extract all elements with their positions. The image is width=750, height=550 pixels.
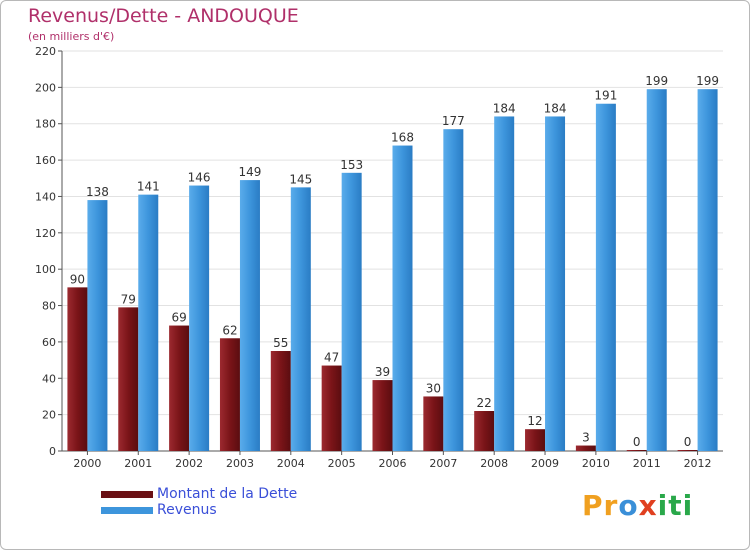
x-tick-label: 2007: [429, 457, 457, 470]
x-tick-label: 2006: [379, 457, 407, 470]
bar-dette: [525, 429, 546, 451]
x-tick-label: 2000: [73, 457, 101, 470]
bar-revenus: [595, 103, 616, 452]
logo-letter: t: [668, 489, 683, 522]
data-label-dette: 62: [222, 323, 237, 337]
y-tick-label: 80: [42, 300, 56, 313]
x-tick-label: 2004: [277, 457, 305, 470]
data-label-dette: 30: [426, 381, 441, 395]
bar-dette: [219, 338, 240, 451]
data-label-dette: 0: [684, 435, 692, 449]
y-tick-label: 0: [49, 445, 56, 458]
data-label-revenus: 199: [696, 74, 719, 88]
bar-revenus: [646, 89, 667, 451]
bar-revenus: [239, 180, 260, 451]
bar-dette: [118, 307, 139, 451]
bar-dette: [67, 287, 88, 451]
logo-letter: P: [582, 489, 604, 522]
bar-dette: [169, 325, 190, 451]
data-label-revenus: 145: [289, 172, 312, 186]
bar-revenus: [87, 200, 108, 451]
legend-swatch-debt: [101, 491, 153, 498]
bar-dette: [575, 445, 596, 451]
x-tick-label: 2002: [175, 457, 203, 470]
y-tick-label: 120: [35, 227, 56, 240]
bar-revenus: [290, 187, 311, 451]
x-tick-label: 2001: [124, 457, 152, 470]
bar-dette: [372, 380, 393, 451]
logo-letter: r: [603, 489, 619, 522]
x-tick-label: 2005: [328, 457, 356, 470]
logo-letter: x: [638, 489, 658, 522]
legend-swatch-revenus: [101, 507, 153, 514]
data-label-dette: 79: [121, 292, 136, 306]
data-label-revenus: 191: [594, 89, 617, 103]
bar-revenus: [545, 116, 566, 452]
x-tick-label: 2009: [531, 457, 559, 470]
bar-revenus: [697, 89, 718, 451]
y-tick-label: 220: [35, 45, 56, 58]
data-label-revenus: 184: [493, 101, 516, 115]
data-label-dette: 39: [375, 365, 390, 379]
logo-letter: i: [682, 489, 694, 522]
legend-label-revenus: Revenus: [157, 502, 217, 518]
data-label-dette: 12: [527, 414, 542, 428]
bar-revenus: [341, 172, 362, 451]
bar-revenus: [138, 194, 159, 452]
x-tick-label: 2012: [684, 457, 712, 470]
y-tick-label: 180: [35, 118, 56, 131]
x-tick-label: 2003: [226, 457, 254, 470]
bar-dette: [677, 450, 698, 451]
bar-dette: [423, 396, 444, 451]
y-tick-label: 100: [35, 263, 56, 276]
data-label-dette: 0: [633, 435, 641, 449]
data-label-dette: 55: [273, 336, 288, 350]
y-tick-label: 200: [35, 81, 56, 94]
data-label-dette: 22: [477, 396, 492, 410]
data-label-revenus: 199: [645, 74, 668, 88]
bar-dette: [321, 365, 342, 451]
data-label-dette: 90: [70, 272, 85, 286]
chart-title: Revenus/Dette - ANDOUQUE: [28, 5, 299, 27]
data-label-revenus: 177: [442, 114, 465, 128]
bar-revenus: [189, 185, 210, 451]
logo-letter: i: [657, 489, 669, 522]
bar-dette: [270, 351, 291, 451]
bar-revenus: [494, 116, 515, 452]
data-label-revenus: 168: [391, 131, 414, 145]
data-label-revenus: 146: [188, 171, 211, 185]
bar-dette: [474, 411, 495, 451]
data-label-revenus: 184: [544, 101, 567, 115]
chart-subtitle: (en milliers d'€): [28, 30, 115, 43]
bar-revenus: [443, 129, 464, 451]
data-label-dette: 3: [582, 431, 590, 445]
y-tick-label: 40: [42, 372, 56, 385]
data-label-dette: 47: [324, 351, 339, 365]
data-label-dette: 69: [171, 311, 186, 325]
logo-letter: o: [618, 489, 639, 522]
data-label-revenus: 149: [239, 165, 262, 179]
legend-label-debt: Montant de la Dette: [157, 486, 298, 502]
x-tick-label: 2010: [582, 457, 610, 470]
y-tick-label: 60: [42, 336, 56, 349]
x-tick-label: 2011: [633, 457, 661, 470]
y-tick-label: 140: [35, 190, 56, 203]
y-tick-label: 20: [42, 409, 56, 422]
y-tick-label: 160: [35, 154, 56, 167]
data-label-revenus: 153: [340, 158, 363, 172]
data-label-revenus: 138: [86, 185, 109, 199]
data-label-revenus: 141: [137, 180, 160, 194]
proxiti-logo: Proxiti: [582, 489, 693, 522]
bar-dette: [626, 450, 647, 451]
x-tick-label: 2008: [480, 457, 508, 470]
bar-revenus: [392, 145, 413, 451]
